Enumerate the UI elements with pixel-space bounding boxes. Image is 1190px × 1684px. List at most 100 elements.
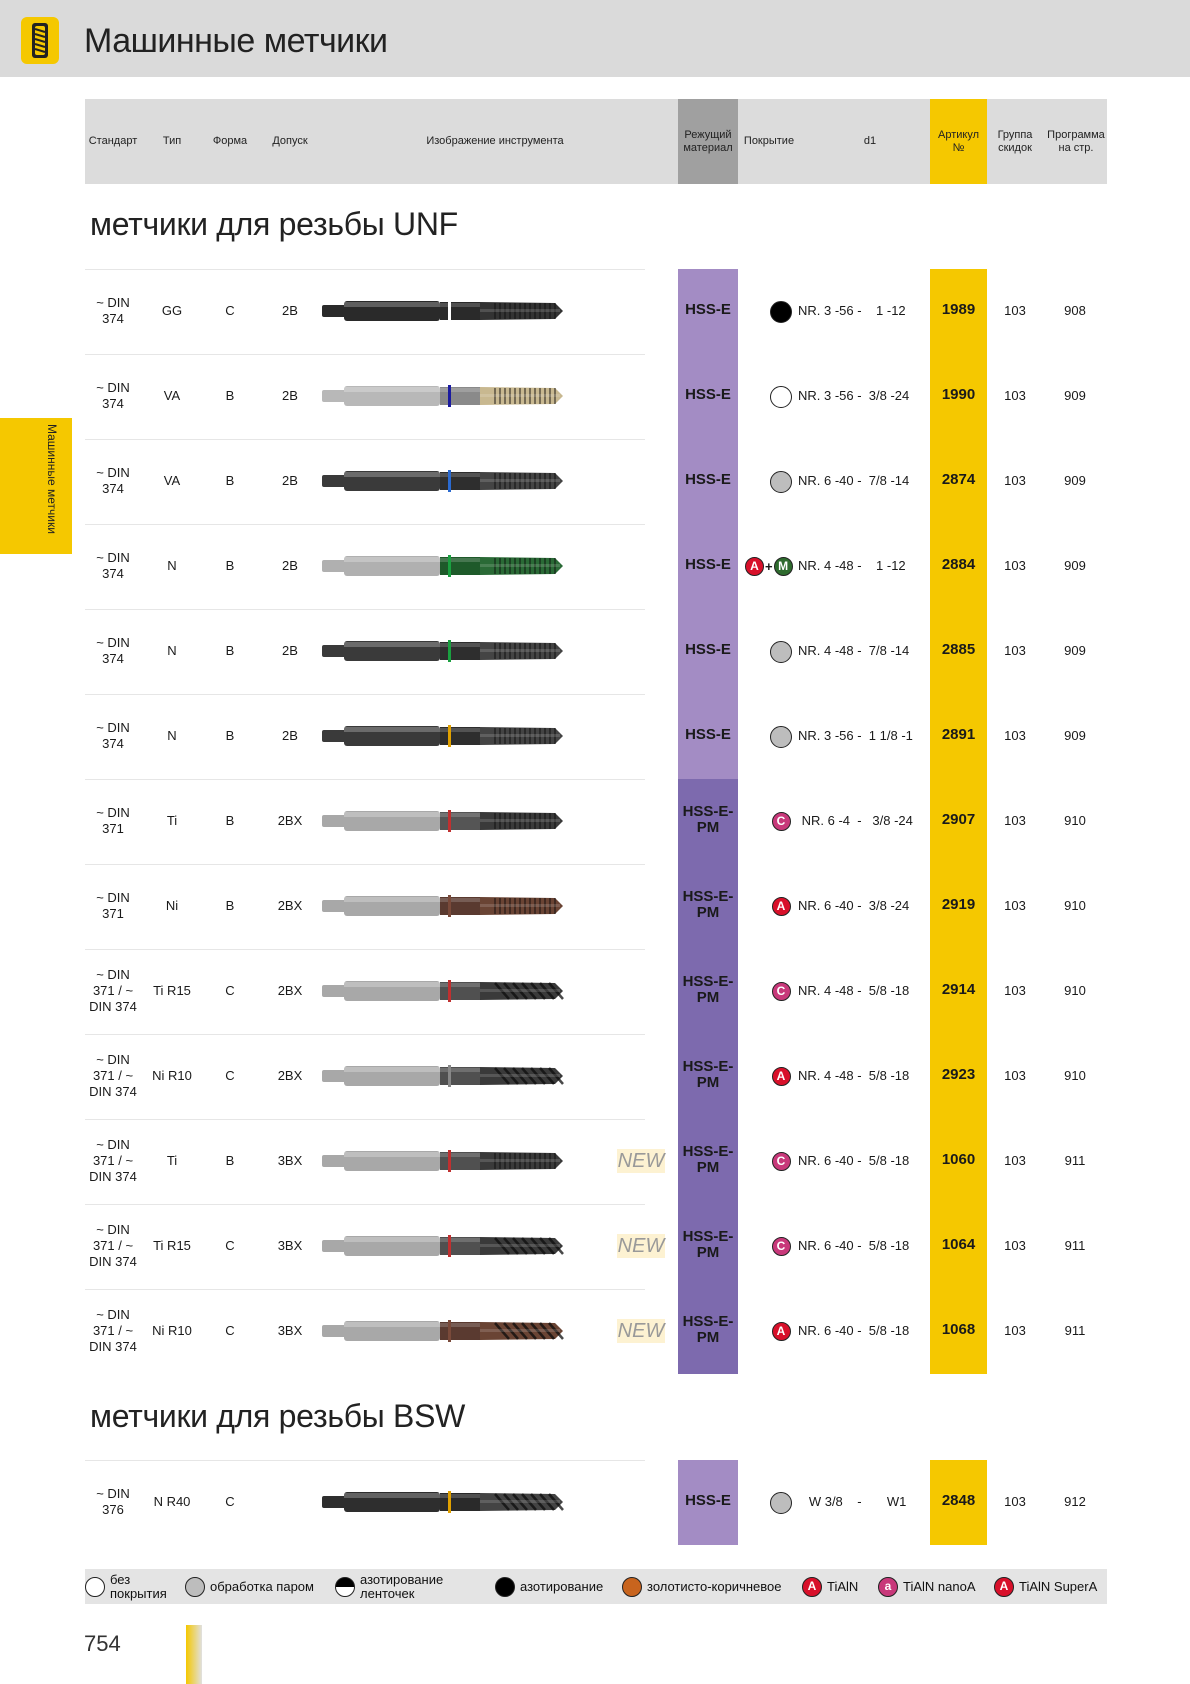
tolerance-cell: 2B [282, 728, 298, 743]
legend-label: TiAlN nanoA [903, 1580, 976, 1594]
d1-cell: NR. 3 -56 - 1 -12 [798, 303, 906, 318]
d1-cell: NR. 6 -40 - 5/8 -18 [798, 1238, 910, 1253]
cutting-material-cell: HSS-E [678, 524, 738, 609]
discount-group-cell: 103 [1004, 388, 1026, 403]
cutting-material-cell: HSS-E- PM [678, 1119, 738, 1204]
tap-tool-image [322, 810, 563, 832]
tolerance-cell: 3BX [277, 1153, 303, 1168]
standard-line: ~ DIN [96, 635, 130, 650]
program-page-cell: 910 [1064, 813, 1086, 828]
standard-cell: ~ DIN 371 / ~ DIN 374 [85, 1222, 141, 1270]
standard-line: ~ DIN [96, 720, 130, 735]
program-page-cell: 909 [1064, 473, 1086, 488]
program-page-cell: 911 [1064, 1323, 1086, 1338]
legend-label-line: покрытия [110, 1586, 167, 1601]
coating-c-icon: C [771, 1237, 791, 1256]
discount-group-cell: 103 [1004, 728, 1026, 743]
nitrided-coating-icon [495, 1577, 515, 1597]
standard-line: DIN 374 [89, 999, 137, 1014]
row-divider [85, 609, 645, 610]
type-cell: Ti R15 [153, 983, 191, 998]
row-divider [85, 269, 645, 270]
discount-group-cell: 103 [1004, 813, 1026, 828]
tap-tool-image [322, 470, 563, 492]
section-title: метчики для резьбы UNF [90, 206, 458, 242]
row-divider [85, 1034, 645, 1035]
col-tolerance: Допуск [272, 135, 308, 147]
col-article-line1: Артикул [937, 129, 979, 141]
legend-label-line: азотирование [520, 1579, 604, 1594]
cutting-material-line: HSS-E- [682, 973, 734, 990]
standard-line: ~ DIN [96, 380, 130, 395]
row-divider [85, 779, 645, 780]
legend-label-line: золотисто-коричневое [647, 1579, 782, 1594]
tialn-coating-icon: A [994, 1577, 1014, 1597]
standard-line: ~ DIN [96, 805, 130, 820]
discount-group-cell: 103 [1004, 1494, 1026, 1509]
table-row: ~ DIN 374 N B 2B HSS-E NR. 4 -48 - 7/8 -14 2885… [85, 609, 1107, 694]
d1-cell: NR. 4 -48 - 5/8 -18 [798, 1068, 910, 1083]
discount-group-cell: 103 [1004, 1068, 1026, 1083]
program-page-cell: 908 [1064, 303, 1086, 318]
d1-cell: NR. 3 -56 - 3/8 -24 [798, 388, 910, 403]
cutting-material-line: PM [696, 1074, 720, 1091]
col-article: Артикул № [930, 99, 987, 184]
row-divider [85, 1119, 645, 1120]
cutting-material-line: HSS-E- [682, 803, 734, 820]
row-divider [85, 524, 645, 525]
legend-label-line: без [110, 1572, 131, 1587]
article-cell: 2891 [930, 694, 987, 779]
nitrided-coating-icon [770, 300, 792, 323]
tolerance-cell: 2BX [277, 813, 303, 828]
steam-treatment-icon [770, 1491, 792, 1514]
type-cell: VA [163, 388, 181, 403]
section-title: метчики для резьбы BSW [90, 1398, 466, 1434]
cutting-material-cell: HSS-E- PM [678, 1289, 738, 1374]
standard-line: 371 / ~ [92, 983, 134, 998]
discount-group-cell: 103 [1004, 1323, 1026, 1338]
form-cell: C [225, 1494, 235, 1509]
coating-c-icon: C [771, 1152, 791, 1171]
article-number: 1064 [941, 1236, 976, 1253]
coating-marker: A + M [742, 524, 820, 609]
form-cell: C [225, 1068, 235, 1083]
standard-line: DIN 374 [89, 1169, 137, 1184]
cutting-material-cell: HSS-E [678, 609, 738, 694]
discount-group-cell: 103 [1004, 473, 1026, 488]
tolerance-cell: 2B [282, 473, 298, 488]
tap-tool-image [322, 725, 563, 747]
legend-label: TiAlN SuperA [1019, 1580, 1097, 1594]
discount-group-cell: 103 [1004, 303, 1026, 318]
steam-treatment-icon [770, 725, 792, 748]
program-page-cell: 909 [1064, 558, 1086, 573]
type-cell: Ni R10 [152, 1068, 192, 1083]
tolerance-cell: 3BX [277, 1238, 303, 1253]
type-cell: N R40 [153, 1494, 191, 1509]
type-cell: Ti [166, 1153, 178, 1168]
article-cell: 1990 [930, 354, 987, 439]
standard-cell: ~ DIN 371 [85, 890, 141, 922]
standard-cell: ~ DIN 371 / ~ DIN 374 [85, 1137, 141, 1185]
standard-line: ~ DIN [96, 1486, 130, 1501]
program-page-cell: 911 [1064, 1153, 1086, 1168]
col-discount-line2: скидок [998, 142, 1032, 154]
type-cell: N [167, 643, 177, 658]
legend-label-line: TiAlN nanoA [903, 1579, 976, 1594]
legend-label: золотисто-коричневое [647, 1580, 781, 1594]
cutting-material-line: HSS-E- [682, 1228, 734, 1245]
cutting-material-cell: HSS-E- PM [678, 949, 738, 1034]
standard-line: 374 [102, 736, 124, 751]
type-cell: N [167, 728, 177, 743]
discount-group-cell: 103 [1004, 1238, 1026, 1253]
side-tab: Машинные метчики [0, 418, 72, 554]
col-discount: Группа скидок [990, 129, 1040, 155]
standard-line: 371 / ~ [92, 1238, 134, 1253]
article-number: 2919 [941, 896, 976, 913]
col-form: Форма [212, 135, 248, 147]
type-cell: GG [161, 303, 183, 318]
standard-line: ~ DIN [96, 550, 130, 565]
cutting-material-cell: HSS-E [678, 354, 738, 439]
program-page-cell: 912 [1064, 1494, 1086, 1509]
cutting-material-line: HSS-E [685, 471, 731, 488]
tap-tool-image [322, 1235, 564, 1257]
